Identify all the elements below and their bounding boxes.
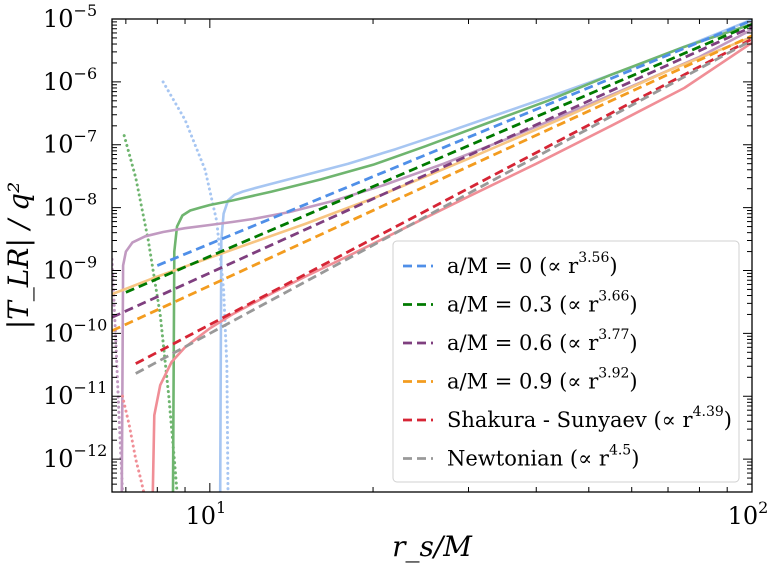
legend-label-5: Newtonian (∝ r4.5): [447, 443, 639, 471]
fit-line-2: [112, 25, 752, 319]
fit-line-3: [112, 34, 752, 333]
y-tick-label: 10−6: [43, 64, 97, 96]
curves-layer: [112, 19, 752, 492]
full-solution-curve-2: [171, 22, 752, 492]
y-tick-label: 10−11: [43, 378, 107, 410]
fit-line-1: [125, 23, 752, 294]
full-solution-curve-1: [161, 80, 230, 492]
y-tick-label: 10−7: [43, 127, 97, 159]
x-tick-label: 101: [185, 498, 226, 530]
power-law-fit-layer: [112, 19, 752, 375]
fit-line-4: [135, 37, 752, 365]
full-solution-curve-8: [121, 394, 146, 492]
y-tick-label: 10−10: [43, 315, 107, 347]
legend-box: [392, 240, 740, 483]
full-solution-curve-5: [112, 257, 124, 492]
x-tick-label: 102: [728, 498, 769, 530]
legend-label-0: a/M = 0 (∝ r3.56): [447, 250, 618, 278]
legend-label-1: a/M = 0.3 (∝ r3.66): [447, 289, 638, 317]
legend-label-2: a/M = 0.6 (∝ r3.77): [447, 327, 638, 355]
fit-line-0: [156, 19, 752, 267]
y-tick-label: 10−12: [43, 441, 107, 473]
legend-label-3: a/M = 0.9 (∝ r3.92): [447, 366, 638, 394]
full-solution-curve-3: [122, 134, 179, 492]
legend-label-4: Shakura - Sunyaev (∝ r4.39): [447, 404, 732, 432]
fit-line-5: [135, 38, 752, 375]
y-tick-label: 10−5: [43, 1, 97, 33]
y-axis-label: |T_LR| / q²: [2, 182, 35, 330]
legend: a/M = 0 (∝ r3.56) a/M = 0.3 (∝ r3.66) a/M …: [392, 240, 740, 483]
full-solution-curve-7: [151, 41, 752, 492]
y-tick-label: 10−9: [43, 252, 97, 284]
x-axis-label: r_s/M: [392, 530, 473, 563]
full-solution-curve-4: [120, 28, 752, 492]
ticks-layer: 101 102 10−12 10−11 10−10 10−9 10−8 10−7 10−6 10−…: [43, 1, 768, 530]
y-tick-label: 10−8: [43, 190, 97, 222]
plot-frame: [111, 18, 753, 493]
